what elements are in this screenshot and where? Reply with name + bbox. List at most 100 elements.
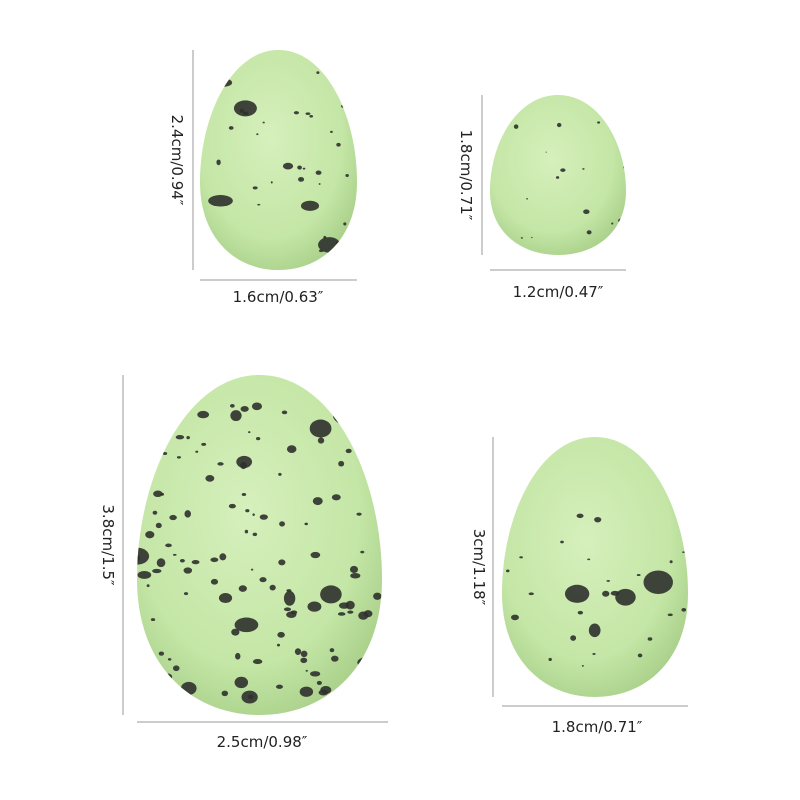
speckle [345,174,349,177]
speckle [564,584,590,603]
speckle [137,618,142,625]
speckle [250,568,254,571]
speckle [343,222,347,226]
speckle [257,203,261,206]
egg-4-height-label: 3cm/1.18″ [470,528,488,606]
speckle [318,237,341,253]
speckle [349,565,359,574]
speckle [137,488,143,494]
speckle [528,592,534,596]
speckle [344,404,349,409]
speckle [570,635,577,641]
speckle [560,168,566,172]
speckle [231,628,240,636]
speckle [137,645,146,653]
speckle [183,592,189,596]
speckle [241,492,247,497]
speckle [357,656,378,668]
speckle [248,431,251,434]
speckle [221,690,229,697]
speckle [560,540,564,544]
speckle [195,450,199,453]
speckle [511,614,519,621]
speckle [519,556,523,559]
speckle [496,138,501,142]
speckle [307,601,322,612]
speckle [297,165,302,170]
speckle [217,462,224,466]
speckle [577,610,584,615]
speckle [555,176,560,179]
speckle [597,121,601,124]
speckle [269,584,276,591]
speckle [137,502,142,508]
speckle [545,151,547,153]
speckle [548,657,552,662]
speckle [200,238,206,245]
speckle [305,112,311,116]
speckle [330,130,333,134]
speckle [206,64,218,72]
speckle [338,406,344,410]
speckle [681,607,687,612]
speckle [167,658,172,661]
speckle [175,434,185,440]
speckle [241,690,258,704]
speckle [137,555,141,562]
speckle [169,514,177,521]
speckle [259,514,268,520]
speckle [320,585,342,604]
speckle [357,672,365,681]
egg-1-width-label: 1.6cm/0.63″ [232,288,324,306]
speckle [329,648,335,653]
speckle [309,114,314,118]
speckle [310,551,321,559]
speckle [239,108,244,113]
speckle [682,551,685,553]
speckle [592,653,596,655]
speckle [623,165,626,169]
speckle [162,452,168,456]
speckle [588,623,601,638]
speckle [270,181,273,184]
speckle [240,406,249,412]
speckle [317,437,325,444]
speckle [137,547,150,565]
speckle [152,568,162,574]
speckle [145,531,155,539]
speckle [230,410,242,422]
speckle [251,402,262,411]
speckle [316,680,322,685]
speckle [299,686,314,697]
speckle [279,521,285,527]
speckle [153,490,163,498]
speckle [304,522,309,526]
speckle [218,592,233,604]
speckle [234,617,259,633]
speckle [350,572,361,579]
speckle [331,655,339,662]
speckle [152,510,158,515]
speckle [505,569,510,573]
speckle [643,570,673,594]
egg-4-width-label: 1.8cm/0.71″ [551,718,643,736]
speckle [165,543,172,548]
speckle [618,218,624,223]
speckle [244,529,249,534]
speckle [252,659,263,665]
speckle [172,665,180,672]
speckle [615,588,636,606]
speckle [583,209,590,215]
speckle [276,684,283,689]
speckle [315,170,322,175]
speckle [300,657,308,664]
speckle [242,111,249,116]
speckle [318,183,321,185]
egg-2-width-label: 1.2cm/0.47″ [512,283,604,301]
speckle [252,532,258,537]
speckle [594,516,602,523]
speckle [668,675,672,679]
speckle [582,168,585,170]
